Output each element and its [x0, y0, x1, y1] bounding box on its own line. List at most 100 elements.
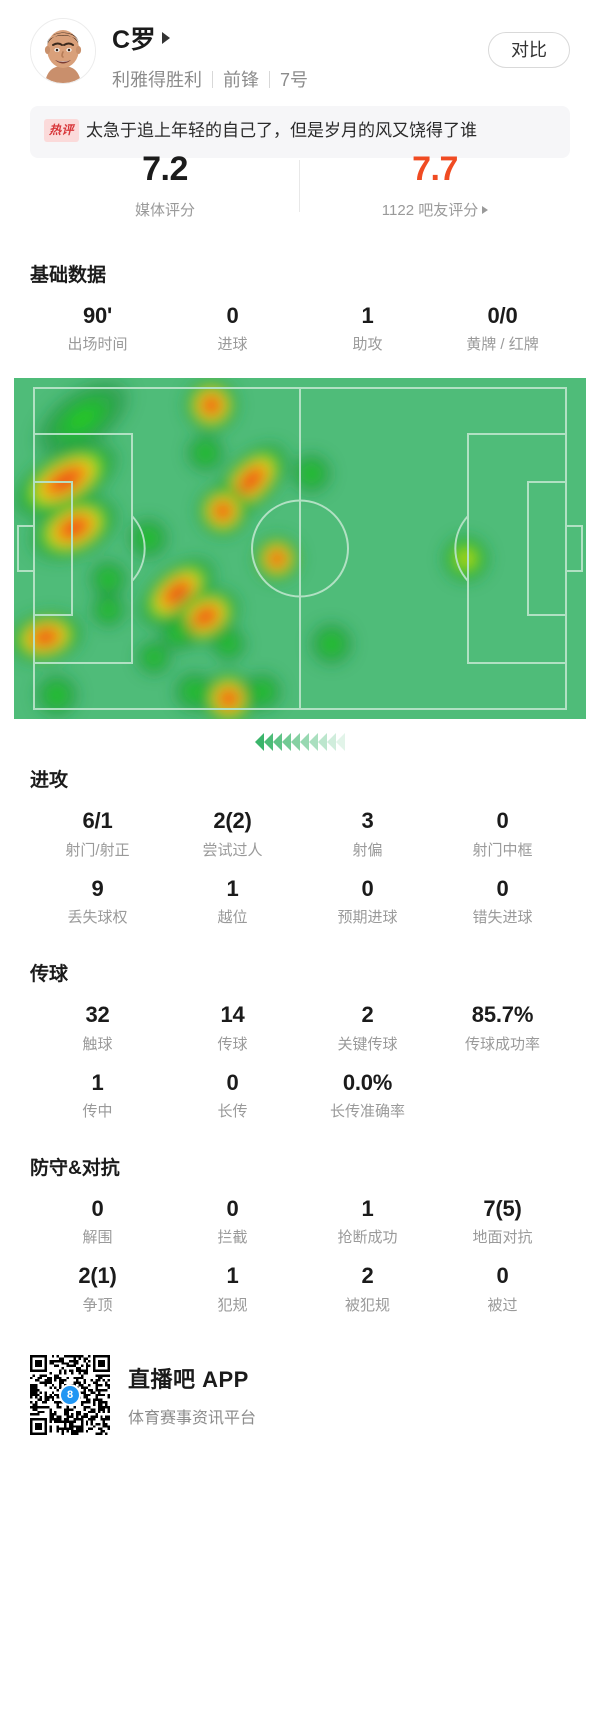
compare-button[interactable]: 对比: [488, 32, 570, 68]
stat-label: 被过: [487, 1296, 518, 1314]
stat-cell: 90' 出场时间: [30, 293, 165, 360]
stat-row: 2(1) 争顶 1 犯规 2 被犯规 0 被过: [30, 1253, 570, 1320]
stat-label: 长传准确率: [329, 1102, 405, 1120]
stat-value: 0: [226, 1069, 239, 1095]
stat-cell: 2(2) 尝试过人: [165, 798, 300, 865]
stat-label: 关键传球: [337, 1035, 398, 1053]
stat-cell: 0.0% 长传准确率: [300, 1060, 435, 1127]
stat-cell: 0 错失进球: [435, 866, 570, 933]
stat-label: 传球成功率: [464, 1035, 540, 1053]
heat-blob: [14, 439, 123, 523]
stat-value: 2: [361, 1002, 374, 1028]
direction-arrow-icon: [281, 733, 291, 752]
stat-cell: 7(5) 地面对抗: [435, 1186, 570, 1253]
stat-cell: 9 丢失球权: [30, 866, 165, 933]
direction-arrow-icon: [263, 733, 273, 752]
qr-logo-badge: 8: [59, 1383, 81, 1406]
stat-value: 9: [91, 875, 104, 901]
heat-blob: [183, 431, 228, 476]
fan-rating-value: 7.7: [412, 150, 458, 189]
section-defence: 防守&对抗 0 解围 0 拦截 1 抢断成功 7(5) 地面对抗 2(1) 争顶…: [0, 1153, 600, 1321]
stat-cell: 32 触球: [30, 992, 165, 1059]
stat-label: 射偏: [352, 841, 383, 859]
stat-cell: 1 抢断成功: [300, 1186, 435, 1253]
heat-blob: [194, 482, 252, 541]
direction-arrow-icon: [335, 733, 345, 752]
stat-cell: 1 助攻: [300, 293, 435, 360]
direction-arrow-icon: [254, 733, 264, 752]
stat-value: 6/1: [82, 808, 113, 834]
heat-blob: [86, 557, 131, 602]
stat-value: 85.7%: [471, 1002, 534, 1028]
stat-cell: 85.7% 传球成功率: [435, 992, 570, 1059]
stat-cell: 0/0 黄牌 / 红牌: [435, 293, 570, 360]
fan-rating-label[interactable]: 1122 吧友评分: [300, 199, 570, 220]
stat-value: 0: [226, 1195, 239, 1221]
stat-cell: 0 长传: [165, 1060, 300, 1127]
heat-blob: [14, 609, 87, 666]
stat-cell: 1 越位: [165, 866, 300, 933]
stat-cell: 0 预期进球: [300, 866, 435, 933]
avatar[interactable]: [30, 18, 96, 84]
heat-blob: [134, 638, 175, 679]
heat-blob: [26, 492, 122, 564]
stat-label: 预期进球: [337, 909, 398, 927]
direction-arrow-icon: [290, 733, 300, 752]
stat-cell: 3 射偏: [300, 798, 435, 865]
stat-value: 1: [226, 875, 239, 901]
section-title: 进攻: [30, 770, 69, 792]
stat-cell: 2 关键传球: [300, 992, 435, 1059]
hot-comment-badge: 热评: [44, 119, 80, 142]
stat-label: 传球: [217, 1035, 248, 1053]
stat-label: 丢失球权: [67, 909, 128, 927]
hot-comment-banner[interactable]: 热评 太急于追上年轻的自己了，但是岁月的风又饶得了谁: [30, 106, 570, 159]
heatmap-section: [0, 378, 600, 765]
stat-cell: 1 传中: [30, 1060, 165, 1127]
player-heatmap: [14, 378, 586, 720]
stat-cell: 0 进球: [165, 293, 300, 360]
media-rating: 7.2 媒体评分: [30, 144, 300, 220]
stat-value: 2: [361, 1263, 374, 1289]
stat-row: 1 传中 0 长传 0.0% 长传准确率: [30, 1060, 570, 1127]
stat-label: 被犯规: [344, 1296, 390, 1314]
direction-arrow-icon: [272, 733, 282, 752]
fan-rating[interactable]: 7.7 1122 吧友评分: [300, 144, 570, 220]
direction-arrow-icon: [299, 733, 309, 752]
stat-label: 助攻: [352, 336, 383, 354]
heat-blob: [251, 533, 303, 585]
section-title: 防守&对抗: [30, 1157, 120, 1179]
direction-arrow-icon: [317, 733, 327, 752]
stat-row: 6/1 射门/射正 2(2) 尝试过人 3 射偏 0 射门中框: [30, 798, 570, 865]
stat-value: 0: [91, 1195, 104, 1221]
stat-value: 1: [361, 303, 374, 329]
qr-code[interactable]: 8: [30, 1354, 110, 1435]
player-name-row[interactable]: C罗: [112, 20, 570, 56]
stat-cell: 1 犯规: [165, 1253, 300, 1320]
stat-value: 32: [85, 1002, 110, 1028]
heat-blob: [30, 378, 135, 463]
stat-cell: 0 拦截: [165, 1186, 300, 1253]
stat-value: 3: [361, 808, 374, 834]
stat-value: 2(2): [213, 808, 252, 834]
stat-cell: 0 射门中框: [435, 798, 570, 865]
stat-row: 0 解围 0 拦截 1 抢断成功 7(5) 地面对抗: [30, 1186, 570, 1253]
stat-label: 黄牌 / 红牌: [466, 336, 539, 354]
stat-cell: 0 被过: [435, 1253, 570, 1320]
stat-value: 0.0%: [342, 1069, 393, 1095]
player-name: C罗: [112, 26, 157, 54]
stat-label: 越位: [217, 909, 248, 927]
heat-blob: [181, 378, 242, 436]
section-title: 基础数据: [30, 265, 107, 287]
section-basic: 基础数据 90' 出场时间 0 进球 1 助攻 0/0 黄牌 / 红牌: [0, 260, 600, 360]
heat-blob: [32, 671, 81, 720]
stat-label: 传中: [82, 1102, 113, 1120]
stat-value: 14: [220, 1002, 245, 1028]
stat-label: 进球: [217, 336, 248, 354]
stat-row: 90' 出场时间 0 进球 1 助攻 0/0 黄牌 / 红牌: [30, 293, 570, 360]
media-rating-value: 7.2: [142, 150, 188, 189]
stat-value: 0: [361, 875, 374, 901]
hot-comment-text: 太急于追上年轻的自己了，但是岁月的风又饶得了谁: [86, 121, 478, 140]
stat-cell: 0 解围: [30, 1186, 165, 1253]
heat-blob: [88, 590, 129, 631]
chevron-right-icon: [162, 32, 171, 44]
